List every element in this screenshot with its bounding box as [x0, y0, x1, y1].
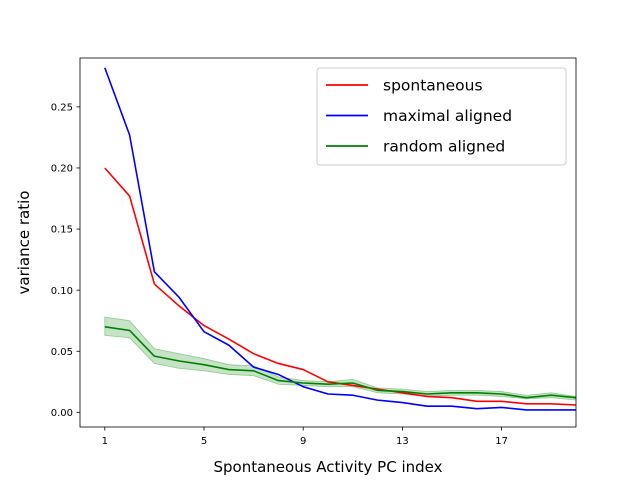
- x-tick-label: 17: [495, 436, 508, 447]
- series-line-1: [104, 67, 576, 411]
- legend-label-2: random aligned: [383, 138, 505, 156]
- y-tick-label: 0.00: [51, 408, 73, 419]
- series-line-2: [104, 326, 577, 399]
- y-tick-label: 0.25: [51, 102, 73, 113]
- x-axis-ticks: 1 5 9 13 17: [102, 427, 508, 447]
- x-tick-label: 13: [396, 436, 409, 447]
- x-axis-label: Spontaneous Activity PC index: [214, 458, 443, 476]
- series-lines: [104, 67, 577, 411]
- y-axis-ticks: 0.00 0.05 0.10 0.15 0.20 0.25: [51, 102, 80, 419]
- legend-label-1: maximal aligned: [383, 107, 512, 125]
- legend-box: [316, 67, 567, 166]
- legend-label-0: spontaneous: [383, 77, 483, 95]
- y-tick-label: 0.20: [51, 164, 73, 175]
- y-tick-label: 0.10: [51, 286, 73, 297]
- y-axis-label: variance ratio: [15, 191, 33, 295]
- y-tick-label: 0.05: [51, 347, 73, 358]
- x-tick-label: 1: [102, 436, 108, 447]
- x-tick-label: 9: [300, 436, 306, 447]
- legend: spontaneous maximal aligned random aligned: [316, 67, 567, 166]
- x-tick-label: 5: [201, 436, 207, 447]
- y-tick-label: 0.15: [51, 225, 73, 236]
- axes-frame: [79, 57, 577, 428]
